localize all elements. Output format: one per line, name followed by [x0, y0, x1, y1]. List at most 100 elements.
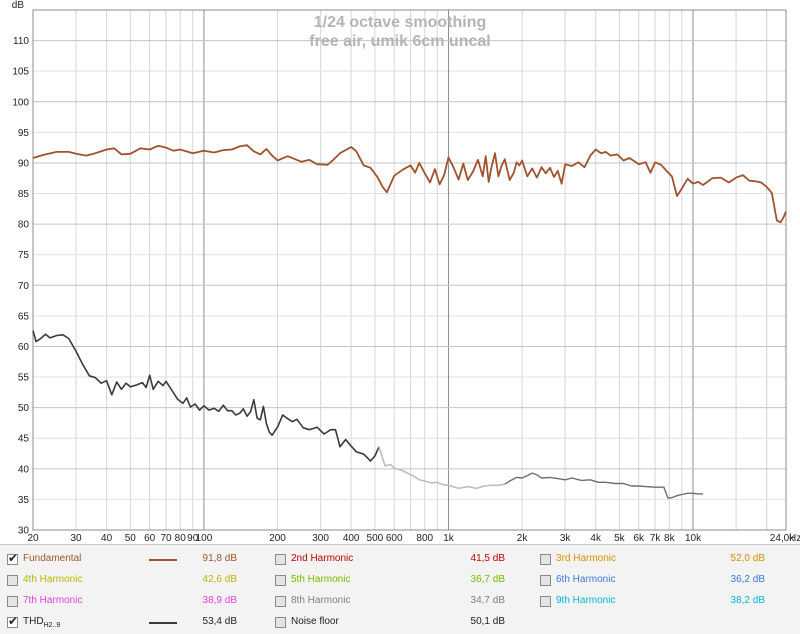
legend-label: Noise floor [291, 616, 339, 627]
y-tick-labels: 30 35 40 45 50 55 60 65 70 75 80 85 90 95 100 105 110 [12, 36, 29, 536]
x-tick-label: 500 [367, 533, 384, 544]
legend-checkbox[interactable] [540, 554, 551, 565]
x-tick-label: 400 [343, 533, 360, 544]
legend-label-text: 5th Harmonic [291, 574, 351, 585]
checkmark-icon: ✔ [8, 551, 19, 565]
x-tick-label: 3k [560, 533, 572, 544]
x-tick-label: 600 [386, 533, 403, 544]
x-tick-label: 50 [125, 533, 137, 544]
legend-label: 8th Harmonic [291, 595, 350, 606]
legend-checkbox[interactable] [275, 617, 286, 628]
x-tick-label: 2k [517, 533, 529, 544]
legend-checkbox[interactable] [275, 575, 286, 586]
y-axis-unit: dB [12, 0, 25, 11]
legend-item[interactable]: 2nd Harmonic 41,5 dB [268, 549, 530, 569]
legend-item[interactable]: Noise floor 50,1 dB [268, 612, 530, 632]
legend-checkbox[interactable] [275, 596, 286, 607]
y-tick-label: 105 [12, 67, 29, 78]
series-thd-line [32, 330, 380, 462]
legend-value: 36,2 dB [730, 574, 765, 585]
y-tick-label: 45 [18, 434, 30, 445]
legend-item[interactable]: 3rd Harmonic 52,0 dB [533, 549, 795, 569]
y-tick-label: 95 [18, 128, 30, 139]
x-tick-label: 40 [101, 533, 113, 544]
legend-checkbox[interactable] [275, 554, 286, 565]
y-tick-label: 100 [12, 97, 29, 108]
legend-panel: ✔ Fundamental 91,8 dB 2nd Harmonic 41,5 dB 3r… [0, 544, 800, 634]
y-tick-label: 80 [18, 220, 30, 231]
y-tick-label: 30 [18, 526, 30, 537]
y-tick-label: 50 [18, 403, 30, 414]
x-tick-label: 6k [633, 533, 645, 544]
legend-label-text: 8th Harmonic [291, 595, 351, 606]
legend-label-text: 2nd Harmonic [291, 553, 354, 564]
x-tick-label: 800 [416, 533, 433, 544]
legend-label: THDH2..9 [23, 616, 60, 629]
chart: 30 35 40 45 50 55 60 65 70 75 80 85 90 95 100 105 110 20… [12, 0, 800, 544]
legend-label-text: 7th Harmonic [23, 595, 83, 606]
y-tick-label: 35 [18, 495, 30, 506]
legend-value: 50,1 dB [470, 616, 505, 627]
x-tick-label: 30 [70, 533, 82, 544]
legend-checkbox[interactable] [7, 596, 18, 607]
y-tick-label: 75 [18, 250, 30, 261]
legend-row: 7th Harmonic 38,9 dB 8th Harmonic 34,7 dB 9t… [0, 591, 800, 611]
legend-label: Fundamental [23, 553, 81, 564]
x-tick-label: 8k [664, 533, 676, 544]
legend-row: ✔ THDH2..9 53,4 dB Noise floor 50,1 dB [0, 612, 800, 632]
x-tick-label: 10k [685, 533, 702, 544]
series-fundamental-line [32, 144, 787, 224]
legend-label: 2nd Harmonic [291, 553, 353, 564]
legend-row: 4th Harmonic 42,6 dB 5th Harmonic 36,7 dB 6t… [0, 570, 800, 590]
legend-item[interactable]: 5th Harmonic 36,7 dB [268, 570, 530, 590]
legend-checkbox[interactable] [540, 575, 551, 586]
x-tick-label: 80 [175, 533, 187, 544]
y-tick-label: 65 [18, 311, 30, 322]
legend-label: 7th Harmonic [23, 595, 82, 606]
series-layer [32, 144, 787, 499]
legend-label: 4th Harmonic [23, 574, 82, 585]
legend-value: 38,9 dB [202, 595, 237, 606]
chart-title: 1/24 octave smoothing [314, 14, 487, 31]
x-tick-label: 7k [650, 533, 662, 544]
x-tick-label: 20 [27, 533, 39, 544]
legend-label-text: Noise floor [291, 616, 339, 627]
x-tick-label: 300 [312, 533, 329, 544]
plot-border [32, 9, 787, 531]
legend-label-text: THD [23, 616, 44, 627]
legend-value: 36,7 dB [470, 574, 505, 585]
legend-checkbox[interactable]: ✔ [7, 614, 19, 628]
x-axis-unit: Hz [789, 533, 800, 544]
plot-background [33, 10, 786, 530]
legend-item[interactable]: ✔ THDH2..9 53,4 dB [0, 612, 262, 632]
x-tick-label: 4k [590, 533, 602, 544]
legend-label-text: 3rd Harmonic [556, 553, 617, 564]
y-tick-label: 85 [18, 189, 30, 200]
legend-label: 9th Harmonic [556, 595, 615, 606]
y-tick-label: 110 [13, 36, 29, 47]
legend-value: 38,2 dB [730, 595, 765, 606]
x-tick-label: 200 [269, 533, 286, 544]
legend-value: 53,4 dB [202, 616, 237, 627]
legend-item[interactable]: 8th Harmonic 34,7 dB [268, 591, 530, 611]
legend-checkbox[interactable] [7, 575, 18, 586]
legend-item[interactable]: 6th Harmonic 36,2 dB [533, 570, 795, 590]
x-tick-label: 90 [187, 533, 199, 544]
legend-item[interactable]: 7th Harmonic 38,9 dB [0, 591, 262, 611]
legend-value: 34,7 dB [470, 595, 505, 606]
legend-checkbox[interactable]: ✔ [7, 551, 19, 565]
series-thd-line-faded [378, 446, 505, 490]
legend-label: 5th Harmonic [291, 574, 350, 585]
legend-checkbox[interactable] [540, 596, 551, 607]
x-tick-label: 100 [196, 533, 213, 544]
x-tick-label: 60 [144, 533, 156, 544]
legend-label-text: 9th Harmonic [556, 595, 616, 606]
legend-item[interactable]: 4th Harmonic 42,6 dB [0, 570, 262, 590]
legend-item[interactable]: ✔ Fundamental 91,8 dB [0, 549, 262, 569]
legend-item[interactable]: 9th Harmonic 38,2 dB [533, 591, 795, 611]
grid-minor [32, 9, 786, 530]
y-tick-label: 90 [18, 158, 30, 169]
checkmark-icon: ✔ [8, 614, 19, 628]
y-tick-label: 40 [18, 464, 30, 475]
